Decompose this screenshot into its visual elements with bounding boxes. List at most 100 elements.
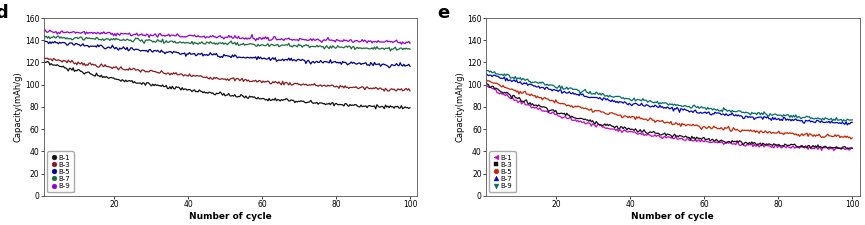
- B-5: [405, 65, 415, 68]
- B-7: [697, 112, 708, 114]
- B-7: [257, 43, 267, 46]
- B-7: [40, 36, 50, 38]
- B-7: [705, 113, 715, 116]
- B-3: [257, 81, 267, 84]
- B-5: [813, 134, 823, 137]
- Y-axis label: Capacity(mAh/g): Capacity(mAh/g): [456, 72, 465, 142]
- B-9: [257, 38, 267, 41]
- Line: B-1: B-1: [44, 61, 410, 109]
- B-1: [484, 86, 494, 89]
- B-1: [405, 106, 415, 109]
- B-7: [699, 111, 709, 114]
- B-5: [697, 126, 708, 128]
- B-1: [40, 61, 50, 64]
- B-1: [372, 103, 382, 106]
- B-5: [370, 63, 381, 66]
- B-5: [846, 138, 856, 140]
- B-1: [829, 149, 839, 152]
- B-5: [790, 133, 800, 136]
- Legend: B-1, B-3, B-5, B-7, B-9: B-1, B-3, B-5, B-7, B-9: [48, 151, 74, 192]
- B-1: [847, 147, 857, 150]
- B-5: [705, 126, 715, 129]
- Line: B-5: B-5: [44, 40, 410, 68]
- Line: B-9: B-9: [486, 70, 852, 122]
- B-9: [405, 42, 415, 45]
- B-1: [791, 146, 801, 149]
- B-7: [54, 35, 64, 37]
- B-3: [405, 90, 415, 92]
- B-3: [705, 140, 715, 142]
- B-3: [263, 80, 273, 82]
- B-9: [264, 39, 274, 42]
- B-7: [843, 124, 853, 126]
- B-1: [706, 141, 716, 144]
- B-3: [482, 83, 492, 86]
- B-7: [482, 73, 492, 76]
- B-3: [39, 55, 49, 58]
- B-5: [347, 62, 357, 65]
- B-5: [482, 80, 492, 82]
- Legend: B-1, B-3, B-5, B-7, B-9: B-1, B-3, B-5, B-7, B-9: [490, 151, 516, 192]
- B-9: [41, 30, 51, 33]
- B-7: [481, 72, 491, 75]
- B-5: [699, 125, 709, 128]
- B-9: [699, 106, 709, 109]
- B-5: [255, 56, 266, 58]
- B-7: [264, 45, 274, 48]
- B-1: [39, 60, 49, 62]
- B-7: [790, 118, 800, 121]
- Y-axis label: Capacity(mAh/g): Capacity(mAh/g): [13, 72, 22, 142]
- B-7: [847, 121, 857, 124]
- B-1: [700, 139, 710, 142]
- B-3: [255, 80, 266, 82]
- B-1: [699, 140, 709, 143]
- B-5: [481, 78, 491, 81]
- B-3: [847, 147, 857, 150]
- B-9: [39, 30, 49, 32]
- B-3: [697, 136, 708, 139]
- B-9: [706, 107, 716, 110]
- B-9: [372, 41, 382, 44]
- Line: B-3: B-3: [486, 83, 852, 149]
- B-1: [814, 146, 824, 149]
- B-3: [347, 86, 357, 89]
- B-5: [847, 137, 857, 139]
- B-9: [40, 29, 50, 31]
- B-9: [481, 69, 491, 72]
- B-9: [349, 41, 359, 44]
- B-5: [39, 39, 49, 41]
- Line: B-5: B-5: [486, 79, 852, 139]
- B-3: [370, 86, 381, 89]
- B-1: [481, 85, 491, 88]
- B-3: [40, 57, 50, 60]
- B-5: [384, 66, 394, 69]
- Text: d: d: [0, 4, 8, 22]
- Line: B-3: B-3: [44, 56, 410, 91]
- Line: B-7: B-7: [44, 36, 410, 51]
- B-3: [813, 144, 823, 146]
- B-9: [396, 43, 407, 46]
- B-9: [814, 117, 824, 120]
- B-1: [263, 99, 273, 102]
- B-5: [40, 40, 50, 43]
- Line: B-9: B-9: [44, 30, 410, 44]
- B-9: [484, 69, 494, 72]
- B-7: [39, 36, 49, 38]
- B-1: [347, 104, 357, 106]
- B-3: [481, 81, 491, 84]
- B-1: [482, 84, 492, 87]
- B-7: [813, 119, 823, 122]
- Line: B-7: B-7: [486, 73, 852, 125]
- B-7: [349, 45, 359, 48]
- B-5: [257, 58, 267, 60]
- B-7: [405, 48, 415, 50]
- B-9: [482, 69, 492, 72]
- B-3: [790, 143, 800, 146]
- B-9: [700, 107, 710, 109]
- Line: B-1: B-1: [486, 86, 852, 151]
- B-3: [836, 147, 846, 150]
- B-9: [837, 120, 848, 123]
- B-7: [258, 44, 268, 47]
- B-5: [263, 58, 273, 60]
- X-axis label: Number of cycle: Number of cycle: [189, 212, 272, 221]
